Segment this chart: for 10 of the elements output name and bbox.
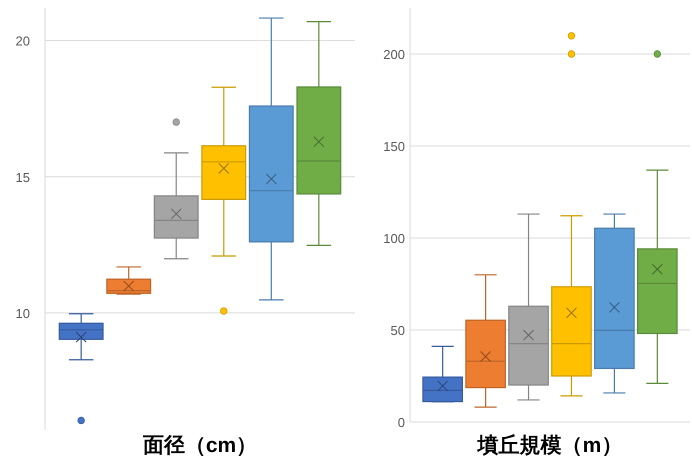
- x-axis-title: 面径（cm）: [142, 434, 258, 457]
- y-tick-label: 50: [390, 323, 405, 338]
- y-tick-label: 20: [16, 34, 30, 49]
- y-tick-label: 150: [383, 139, 405, 154]
- y-tick-label: 0: [398, 415, 405, 430]
- y-tick-label: 100: [383, 231, 405, 246]
- y-tick-label: 15: [16, 170, 30, 185]
- y-tick-label: 200: [383, 47, 405, 62]
- y-tick-label: 10: [16, 306, 30, 321]
- x-axis-title: 墳丘規模（m）: [476, 433, 622, 457]
